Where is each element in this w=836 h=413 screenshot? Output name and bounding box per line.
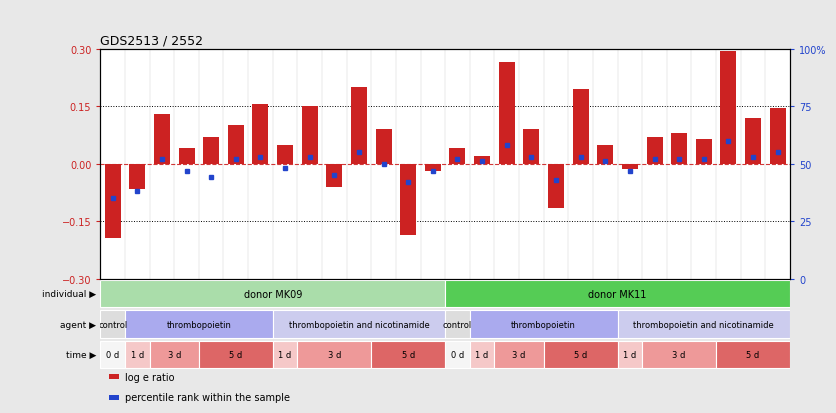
Bar	[494, 341, 543, 368]
Bar	[273, 311, 445, 338]
Bar	[716, 341, 790, 368]
Bar	[646, 138, 663, 164]
Text: 1 d: 1 d	[130, 350, 144, 359]
Text: 5 d: 5 d	[747, 350, 760, 359]
Text: 5 d: 5 d	[574, 350, 587, 359]
Text: percentile rank within the sample: percentile rank within the sample	[125, 392, 290, 403]
Text: log e ratio: log e ratio	[125, 372, 175, 382]
Text: 3 d: 3 d	[672, 350, 686, 359]
Text: GDS2513 / 2552: GDS2513 / 2552	[100, 35, 203, 47]
Text: 3 d: 3 d	[167, 350, 181, 359]
Bar	[642, 341, 716, 368]
Text: thrombopoietin: thrombopoietin	[166, 320, 232, 329]
Bar	[470, 311, 618, 338]
Text: 3 d: 3 d	[512, 350, 526, 359]
Bar	[523, 130, 539, 164]
Text: 1 d: 1 d	[278, 350, 292, 359]
Text: agent ▶: agent ▶	[60, 320, 96, 329]
Bar	[375, 130, 391, 164]
Bar	[154, 114, 170, 164]
Bar	[618, 311, 790, 338]
Bar	[499, 63, 515, 164]
Bar	[597, 145, 614, 164]
Bar	[671, 134, 687, 164]
Bar	[199, 341, 273, 368]
Bar	[696, 140, 711, 164]
Bar	[104, 164, 120, 239]
Bar	[351, 88, 367, 164]
Text: 1 d: 1 d	[476, 350, 489, 359]
Text: donor MK09: donor MK09	[243, 289, 302, 299]
Bar	[100, 280, 445, 308]
Text: thrombopoietin: thrombopoietin	[512, 320, 576, 329]
Bar	[326, 164, 342, 187]
Bar	[445, 341, 470, 368]
Bar	[770, 109, 786, 164]
Text: 0 d: 0 d	[106, 350, 120, 359]
Bar	[745, 119, 761, 164]
Bar	[227, 126, 244, 164]
Bar	[252, 105, 268, 164]
Text: donor MK11: donor MK11	[589, 289, 647, 299]
Text: 3 d: 3 d	[328, 350, 341, 359]
Bar	[548, 164, 564, 208]
Bar	[470, 341, 494, 368]
Bar	[721, 52, 737, 164]
Text: thrombopoietin and nicotinamide: thrombopoietin and nicotinamide	[634, 320, 774, 329]
Text: 1 d: 1 d	[624, 350, 636, 359]
Bar	[474, 157, 490, 164]
Bar	[130, 164, 145, 189]
Bar	[371, 341, 445, 368]
Bar	[400, 164, 416, 235]
Text: individual ▶: individual ▶	[42, 290, 96, 299]
Bar	[425, 164, 441, 172]
Text: control: control	[98, 320, 127, 329]
Bar	[445, 280, 790, 308]
Text: 5 d: 5 d	[229, 350, 242, 359]
Bar	[203, 138, 219, 164]
Text: control: control	[443, 320, 472, 329]
Bar	[445, 311, 470, 338]
Bar	[543, 341, 618, 368]
Bar	[100, 311, 125, 338]
Bar	[125, 341, 150, 368]
Bar	[150, 341, 199, 368]
Bar	[298, 341, 371, 368]
Bar	[277, 145, 293, 164]
Bar	[618, 341, 642, 368]
Bar	[100, 341, 125, 368]
Text: thrombopoietin and nicotinamide: thrombopoietin and nicotinamide	[288, 320, 430, 329]
Text: 5 d: 5 d	[401, 350, 415, 359]
Text: 0 d: 0 d	[451, 350, 464, 359]
Bar	[273, 341, 298, 368]
Bar	[125, 311, 273, 338]
Text: time ▶: time ▶	[66, 350, 96, 359]
Bar	[573, 90, 589, 164]
Bar	[179, 149, 195, 164]
Bar	[450, 149, 466, 164]
Bar	[302, 107, 318, 164]
Bar	[622, 164, 638, 170]
